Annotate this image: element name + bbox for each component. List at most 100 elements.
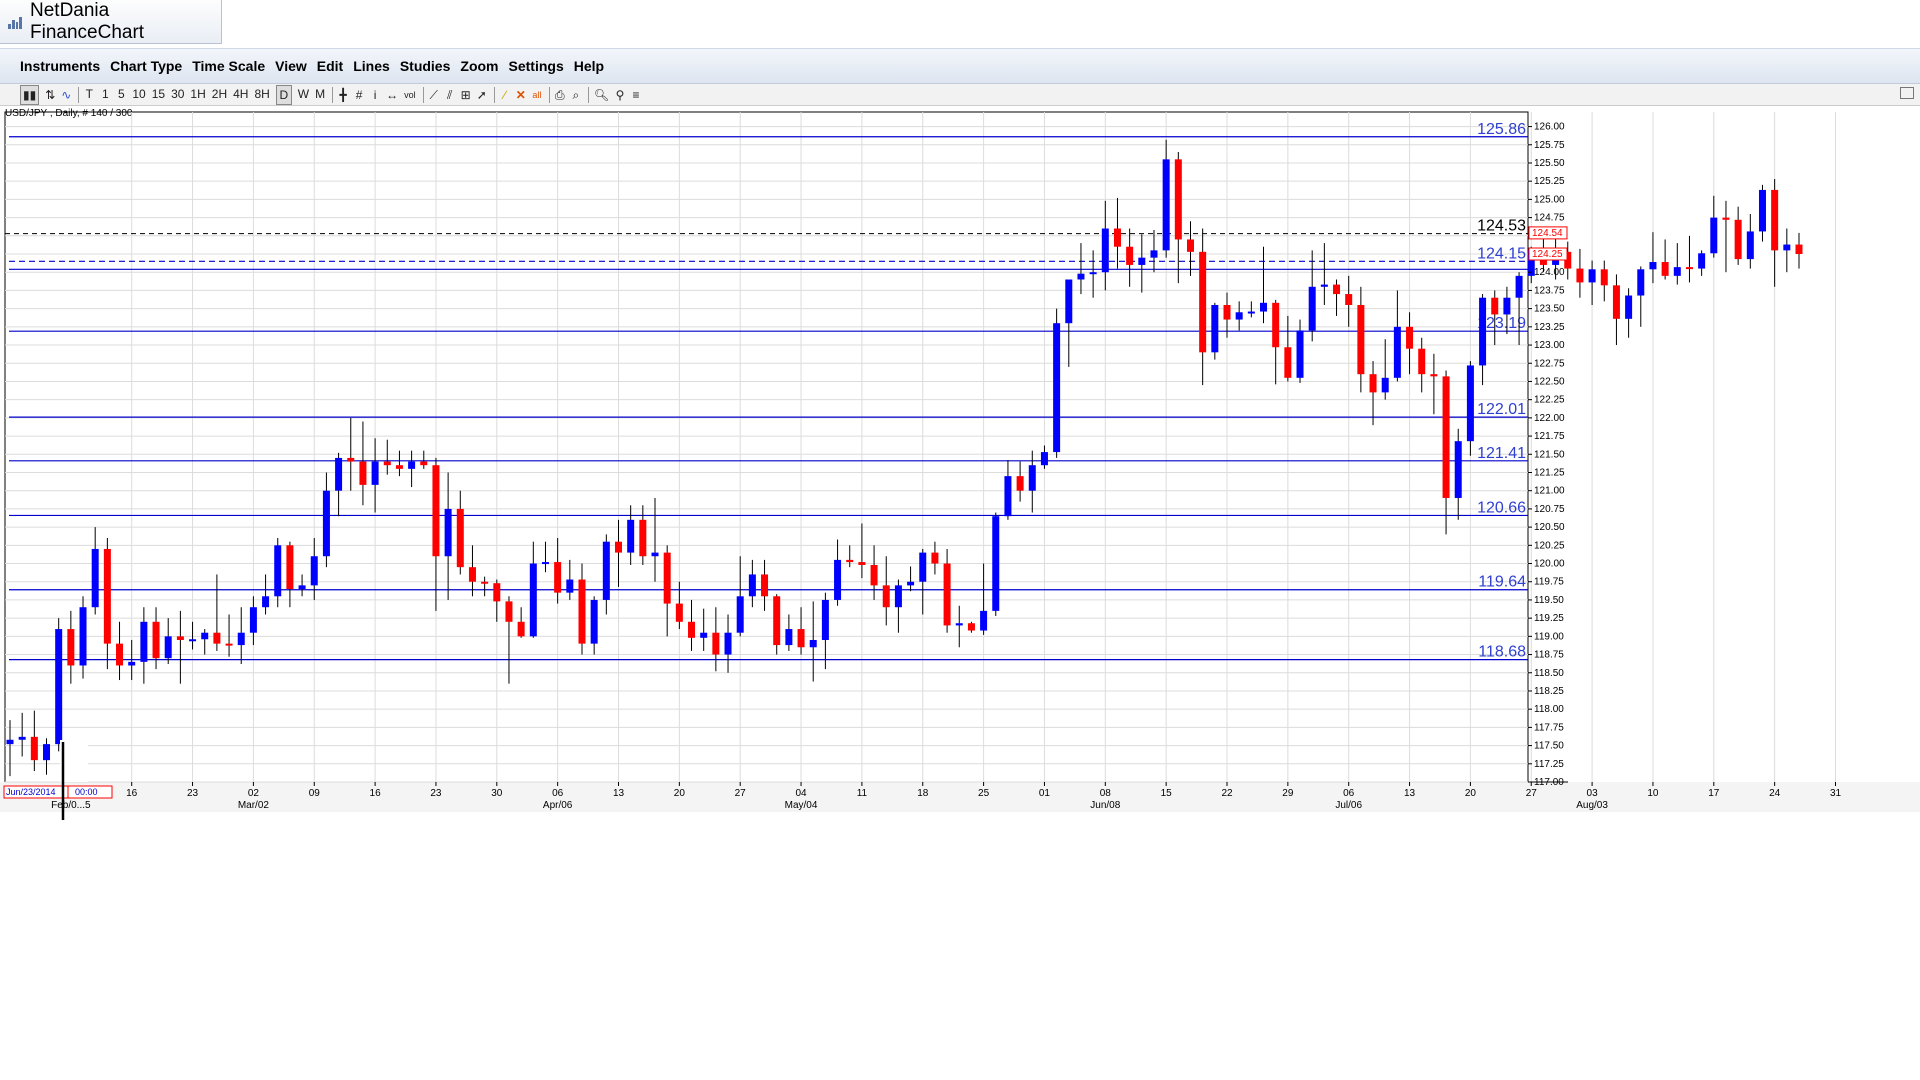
level-label: 124.15 — [1477, 245, 1526, 262]
x-tick-label: 02 — [248, 788, 260, 799]
timeframe-30-button[interactable]: 30 — [171, 86, 185, 101]
bullish-candle — [1527, 250, 1535, 276]
bullish-candle — [310, 556, 318, 586]
channel-icon[interactable]: ⫽ — [446, 87, 453, 102]
y-tick-label: 120.75 — [1534, 504, 1565, 515]
zoom-out-icon[interactable]: ⚲ — [615, 87, 625, 102]
print-preview-icon[interactable]: ⌕ — [572, 87, 580, 102]
bullish-candle — [1296, 330, 1304, 378]
timeframe-5-button[interactable]: 5 — [118, 86, 125, 101]
fibonacci-icon[interactable]: ⊞ — [460, 87, 471, 102]
toolbar: ▮▮ ⇅ ∿ T 1 5 10 15 30 1H 2H 4H 8H D W M ╋ # i ↔ vol … — [0, 84, 1920, 106]
delete-all-icon[interactable]: all — [532, 89, 542, 100]
scroll-icon[interactable]: ↔ — [386, 87, 399, 102]
pen-icon[interactable]: ∕ — [503, 87, 506, 102]
bearish-candle — [712, 632, 720, 655]
bearish-candle — [578, 579, 586, 644]
price-tag-box — [1528, 226, 1568, 240]
timeframe-8h-button[interactable]: 8H — [254, 86, 270, 101]
bullish-candle — [274, 545, 282, 597]
bullish-candle — [919, 552, 927, 582]
bearish-candle — [797, 629, 805, 648]
y-tick-label: 122.75 — [1534, 358, 1565, 369]
menu-chart-type[interactable]: Chart Type — [110, 58, 183, 74]
timeframe-d-button[interactable]: D — [275, 84, 292, 105]
bullish-candle — [907, 581, 915, 586]
toolbar-divider — [493, 86, 495, 103]
month-label: Feb/0...5 — [51, 800, 91, 811]
price-chart[interactable]: USD/JPY , Daily, # 140 / 300 125.86 124.1… — [0, 106, 1920, 1000]
timeframe-1-button[interactable]: 1 — [102, 86, 109, 101]
bearish-candle — [67, 629, 75, 666]
bullish-candle — [1649, 262, 1657, 270]
menu-zoom[interactable]: Zoom — [460, 58, 499, 74]
crosshair-icon[interactable]: ╋ — [339, 87, 347, 102]
x-tick-label: 24 — [1769, 788, 1781, 799]
timeframe-10-button[interactable]: 10 — [132, 86, 146, 101]
y-tick-label: 120.25 — [1534, 540, 1565, 551]
bullish-candle — [128, 661, 136, 666]
y-tick-label: 125.75 — [1534, 140, 1565, 151]
bar-chart-icon[interactable]: ▮▮ — [20, 84, 40, 105]
menu-edit[interactable]: Edit — [316, 58, 344, 74]
bullish-candle — [724, 632, 732, 655]
pointer-icon[interactable]: ➚ — [476, 87, 487, 102]
bearish-candle — [432, 465, 440, 557]
zoom-in-icon[interactable]: 🔍︎ — [593, 87, 610, 102]
bearish-candle — [116, 643, 124, 666]
x-tick-label: 10 — [1647, 788, 1659, 799]
bearish-candle — [1600, 269, 1608, 286]
delete-icon[interactable]: ✕ — [515, 87, 526, 102]
panel-toggle-icon[interactable] — [1900, 87, 1914, 99]
y-tick-label: 117.00 — [1534, 777, 1564, 788]
bearish-candle — [688, 621, 696, 638]
level-label: 121.41 — [1477, 445, 1526, 462]
timeframe-1h-button[interactable]: 1H — [190, 86, 206, 101]
bearish-candle — [1612, 285, 1620, 319]
price-tag: 124.25 — [1532, 249, 1563, 260]
menu-help[interactable]: Help — [573, 58, 605, 74]
menu-time-scale[interactable]: Time Scale — [192, 58, 266, 74]
bullish-candle — [1588, 269, 1596, 283]
zoom-fit-icon[interactable]: ≡ — [632, 87, 640, 102]
bullish-candle — [566, 579, 574, 593]
menu-settings[interactable]: Settings — [508, 58, 564, 74]
grid-icon[interactable]: # — [355, 87, 363, 102]
menu-instruments[interactable]: Instruments — [20, 58, 101, 74]
timeframe-4h-button[interactable]: 4H — [233, 86, 249, 101]
print-icon[interactable]: ⎙ — [555, 87, 565, 102]
y-tick-label: 119.00 — [1534, 631, 1564, 642]
menu-studies[interactable]: Studies — [399, 58, 451, 74]
level-label: 123.19 — [1477, 315, 1526, 332]
y-tick-label: 122.25 — [1534, 395, 1565, 406]
timeframe-w-button[interactable]: W — [297, 86, 310, 101]
bearish-candle — [481, 581, 489, 584]
toolbar-divider — [332, 86, 334, 103]
chart-title: USD/JPY , Daily, # 140 / 300 — [5, 108, 133, 119]
y-tick-label: 122.00 — [1534, 413, 1565, 424]
bullish-candle — [651, 552, 659, 557]
bullish-candle — [371, 461, 379, 485]
bullish-candle — [809, 639, 817, 648]
line-chart-icon[interactable]: ∿ — [61, 87, 72, 102]
volume-icon[interactable]: vol — [404, 89, 416, 100]
timeframe-t-button[interactable]: T — [85, 86, 94, 101]
bearish-candle — [1430, 374, 1438, 377]
timeframe-m-button[interactable]: M — [315, 86, 326, 101]
bearish-candle — [1345, 294, 1353, 305]
x-tick-label: 16 — [370, 788, 382, 799]
month-label: Mar/02 — [238, 800, 270, 811]
candlestick-icon[interactable]: ⇅ — [45, 87, 56, 102]
bullish-candle — [992, 516, 1000, 611]
trendline-icon[interactable]: ⟋ — [429, 87, 438, 102]
bullish-candle — [1040, 452, 1048, 466]
horizontal-levels[interactable]: 125.86 124.15 123.19 122.01 121.41 120.66 119.… — [5, 121, 1528, 661]
timeframe-2h-button[interactable]: 2H — [211, 86, 228, 101]
menu-lines[interactable]: Lines — [353, 58, 390, 74]
menu-view[interactable]: View — [275, 58, 307, 74]
grid-lines — [0, 111, 1920, 812]
bullish-candle — [1101, 228, 1109, 273]
timeframe-15-button[interactable]: 15 — [151, 86, 166, 101]
info-icon[interactable]: i — [373, 87, 377, 102]
bullish-candle — [1393, 326, 1401, 378]
